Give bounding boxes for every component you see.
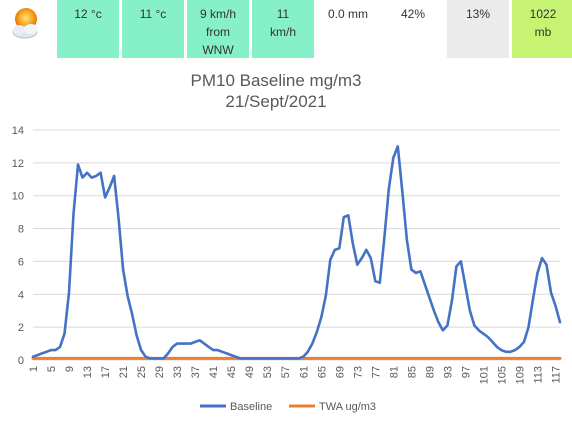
weather-icon-cell — [0, 0, 52, 58]
x-tick-label: 57 — [280, 366, 292, 378]
x-tick-label: 49 — [244, 366, 256, 378]
y-tick-label: 12 — [12, 158, 24, 170]
x-tick-label: 73 — [352, 366, 364, 378]
x-tick-label: 101 — [478, 366, 490, 384]
x-tick-label: 81 — [388, 366, 400, 378]
weather-cell-line: 12 °c — [74, 7, 102, 21]
x-tick-label: 1 — [28, 366, 40, 372]
x-tick-label: 89 — [424, 366, 436, 378]
pm10-line-chart: PM10 Baseline mg/m3 21/Sept/2021 0246810… — [12, 71, 563, 413]
chart-subtitle: 21/Sept/2021 — [225, 92, 326, 111]
x-tick-label: 13 — [82, 366, 94, 378]
x-tick-label: 53 — [262, 366, 274, 378]
y-tick-label: 8 — [18, 224, 24, 236]
series-line-baseline — [31, 145, 562, 360]
y-tick-label: 4 — [18, 289, 24, 301]
partly-cloudy-sun-icon — [12, 8, 38, 39]
y-tick-label: 0 — [18, 355, 24, 367]
weather-cell-line: 1022 — [529, 7, 557, 21]
weather-cell-line: from — [206, 25, 230, 39]
weather-cell-line: 0.0 mm — [327, 7, 368, 21]
x-tick-label: 97 — [460, 366, 472, 378]
weather-cell-7: 1022 mb — [512, 0, 572, 58]
weather-summary-strip: 12 °c 11 °c 9 km/h from WNW 11 km/h 0.0 mm 42% 13… — [0, 0, 572, 58]
weather-cell-2: 9 km/h from WNW — [187, 0, 249, 58]
y-axis: 0 2 4 6 8 10 12 14 — [12, 125, 24, 367]
x-tick-label: 17 — [100, 366, 112, 378]
chart-title: PM10 Baseline mg/m3 — [190, 71, 361, 90]
x-tick-label: 5 — [46, 366, 58, 372]
weather-cell-line: 13% — [465, 7, 491, 21]
grid-lines — [33, 129, 560, 361]
x-axis: 1 5 9 13 17 21 25 29 33 37 41 45 49 53 57 61 65 69 73 77 81 8… — [28, 366, 562, 384]
pm10-chart: PM10 Baseline mg/m3 21/Sept/2021 0 2 4 6 8 10… — [0, 60, 572, 427]
y-tick-label: 6 — [18, 256, 24, 268]
y-tick-label: 14 — [12, 125, 24, 137]
x-tick-label: 61 — [298, 366, 310, 378]
weather-cell-6: 13% — [447, 0, 509, 58]
x-tick-label: 113 — [532, 366, 544, 384]
weather-cell-line: 11 — [276, 7, 290, 21]
x-tick-label: 65 — [316, 366, 328, 378]
weather-cell-line: mb — [534, 25, 552, 39]
x-tick-label: 41 — [208, 366, 220, 378]
x-tick-label: 93 — [442, 366, 454, 378]
x-tick-label: 33 — [172, 366, 184, 378]
x-tick-label: 105 — [496, 366, 508, 384]
plot-area — [31, 145, 562, 360]
x-tick-label: 85 — [406, 366, 418, 378]
weather-cell-line: WNW — [202, 43, 234, 57]
legend-label: Baseline — [230, 401, 272, 413]
weather-cell-line: 11 °c — [139, 7, 167, 21]
x-tick-label: 77 — [370, 366, 382, 378]
x-tick-label: 109 — [514, 366, 526, 384]
x-tick-label: 21 — [118, 366, 130, 378]
weather-cell-4: 0.0 mm — [317, 0, 379, 58]
weather-cell-3: 11 km/h — [252, 0, 314, 58]
weather-cell-line: km/h — [269, 25, 296, 39]
weather-cell-line: 9 km/h — [199, 7, 236, 21]
y-tick-label: 2 — [18, 322, 24, 334]
legend-label: TWA ug/m3 — [319, 401, 376, 413]
x-tick-label: 117 — [550, 366, 562, 384]
x-tick-label: 9 — [64, 366, 76, 372]
x-tick-label: 69 — [334, 366, 346, 378]
legend: Baseline TWA ug/m3 — [200, 401, 376, 413]
weather-cell-line: 42% — [400, 7, 426, 21]
x-tick-label: 37 — [190, 366, 202, 378]
x-tick-label: 29 — [154, 366, 166, 378]
y-tick-label: 10 — [12, 191, 24, 203]
weather-cell-5: 42% — [382, 0, 444, 58]
weather-cell-0: 12 °c — [57, 0, 119, 58]
x-tick-label: 25 — [136, 366, 148, 378]
x-tick-label: 45 — [226, 366, 238, 378]
weather-cell-1: 11 °c — [122, 0, 184, 58]
